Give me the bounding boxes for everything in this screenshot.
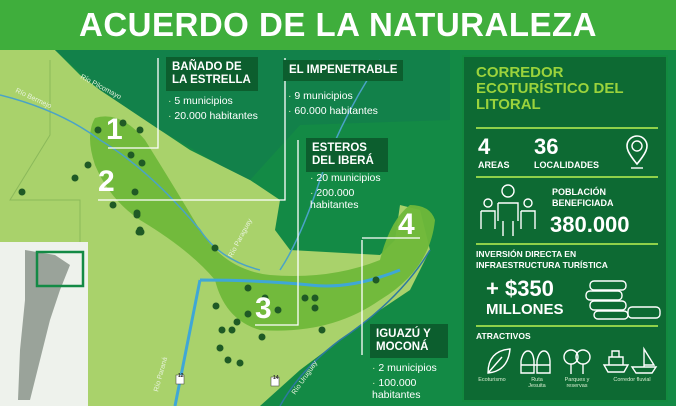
stat: 100.000 habitantes — [372, 377, 457, 401]
corridor — [90, 116, 435, 331]
inversion-label: INVERSIÓN DIRECTA EN INFRAESTRUCTURA TUR… — [476, 249, 608, 270]
title-bar: ACUERDO DE LA NATURALEZA — [0, 0, 676, 50]
church-icon — [520, 350, 551, 374]
atractivo-parques: Parques y reservas — [564, 377, 590, 389]
zone-title-iguazu: IGUAZÚ Y MOCONÁ — [370, 324, 448, 358]
rio-bermejo — [0, 94, 261, 271]
trees-icon — [563, 349, 591, 374]
zone-stats-ibera: 20 municipios 200.000 habitantes — [310, 172, 405, 214]
rio-parana — [173, 268, 401, 406]
road-marker: 12 — [178, 373, 184, 379]
atractivo-ecoturismo: Ecoturismo — [478, 377, 506, 383]
stat: 200.000 habitantes — [310, 187, 405, 211]
zone-title-bañado: BAÑADO DE LA ESTRELLA — [166, 57, 258, 91]
town-dots — [18, 119, 380, 367]
divider — [476, 243, 658, 245]
road-marker: 14 — [273, 375, 279, 381]
zone-stats-bañado: 5 municipios 20.000 habitantes — [168, 95, 258, 125]
poblacion-label: POBLACIÓN BENEFICIADA — [552, 187, 614, 208]
zone-title-ibera: ESTEROS DEL IBERÁ — [306, 138, 388, 172]
areas-value: 4 — [478, 134, 491, 159]
zone-stats-iguazu: 2 municipios 100.000 habitantes — [372, 362, 457, 404]
inversion-unit: MILLONES — [486, 301, 564, 318]
summary-panel: CORREDOR ECOTURÍSTICO DEL LITORAL 4 AREA… — [462, 55, 668, 402]
zone-number-1: 1 — [106, 113, 123, 146]
road-markers — [175, 374, 280, 387]
localidades-value: 36 — [534, 134, 559, 159]
poblacion-value: 380.000 — [550, 212, 630, 237]
people-icon — [480, 184, 536, 236]
stat: 5 municipios — [168, 95, 258, 107]
areas-label: AREAS — [478, 160, 510, 170]
stat: 20.000 habitantes — [168, 110, 258, 122]
atractivo-ruta-jesuita: Ruta Jesuita — [528, 377, 546, 389]
page-title: ACUERDO DE LA NATURALEZA — [79, 6, 597, 43]
panel-title: CORREDOR ECOTURÍSTICO DEL LITORAL — [476, 64, 624, 113]
zone-number-3: 3 — [255, 292, 272, 325]
localidades-label: LOCALIDADES — [534, 160, 599, 170]
stat: 60.000 habitantes — [288, 105, 408, 117]
stat: 2 municipios — [372, 362, 457, 374]
coins-icon — [585, 280, 661, 320]
rio-uruguay — [279, 249, 431, 406]
inset-map — [0, 242, 88, 406]
stat: 9 municipios — [288, 90, 408, 102]
divider — [476, 127, 658, 129]
divider — [476, 325, 658, 327]
atractivo-corredor-fluvial: Corredor fluvial — [613, 377, 651, 383]
atractivos-label: ATRACTIVOS — [476, 331, 531, 341]
zone-number-2: 2 — [98, 165, 115, 198]
zone-title-impenetrable: EL IMPENETRABLE — [283, 60, 404, 81]
boats-icon — [602, 346, 658, 374]
divider — [476, 176, 658, 178]
leaf-icon — [487, 348, 511, 374]
inversion-value: + $350 — [486, 276, 554, 301]
callout-lines — [98, 58, 420, 355]
zone-number-4: 4 — [398, 208, 415, 241]
stat: 20 municipios — [310, 172, 405, 184]
zone-stats-impenetrable: 9 municipios 60.000 habitantes — [288, 90, 408, 120]
map-pin-icon — [626, 135, 648, 169]
